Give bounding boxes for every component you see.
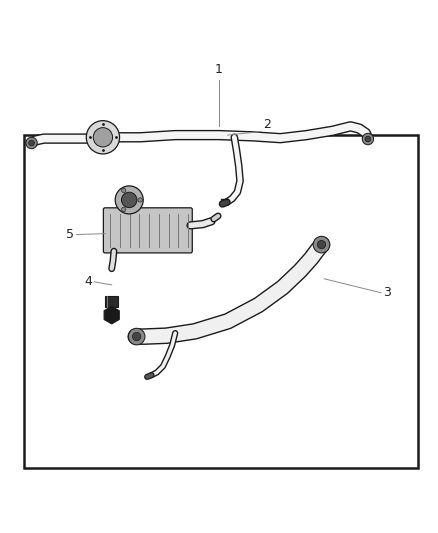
Circle shape bbox=[28, 140, 34, 146]
Circle shape bbox=[122, 188, 126, 192]
Circle shape bbox=[362, 133, 374, 145]
Bar bbox=[24, 135, 418, 468]
Polygon shape bbox=[104, 306, 119, 324]
Text: 1: 1 bbox=[215, 62, 223, 76]
Bar bbox=[105, 296, 118, 307]
Text: 2: 2 bbox=[263, 118, 271, 131]
Circle shape bbox=[121, 192, 137, 208]
Circle shape bbox=[115, 186, 143, 214]
Circle shape bbox=[138, 198, 142, 202]
Circle shape bbox=[26, 138, 37, 149]
Circle shape bbox=[365, 136, 371, 142]
Circle shape bbox=[317, 240, 326, 249]
FancyBboxPatch shape bbox=[103, 208, 192, 253]
Circle shape bbox=[86, 120, 120, 154]
Text: 5: 5 bbox=[67, 228, 74, 241]
Text: 3: 3 bbox=[383, 286, 391, 300]
Circle shape bbox=[132, 333, 141, 341]
Text: 4: 4 bbox=[84, 276, 92, 288]
Circle shape bbox=[128, 328, 145, 345]
Circle shape bbox=[93, 127, 113, 147]
Circle shape bbox=[313, 236, 330, 253]
Circle shape bbox=[122, 207, 126, 212]
